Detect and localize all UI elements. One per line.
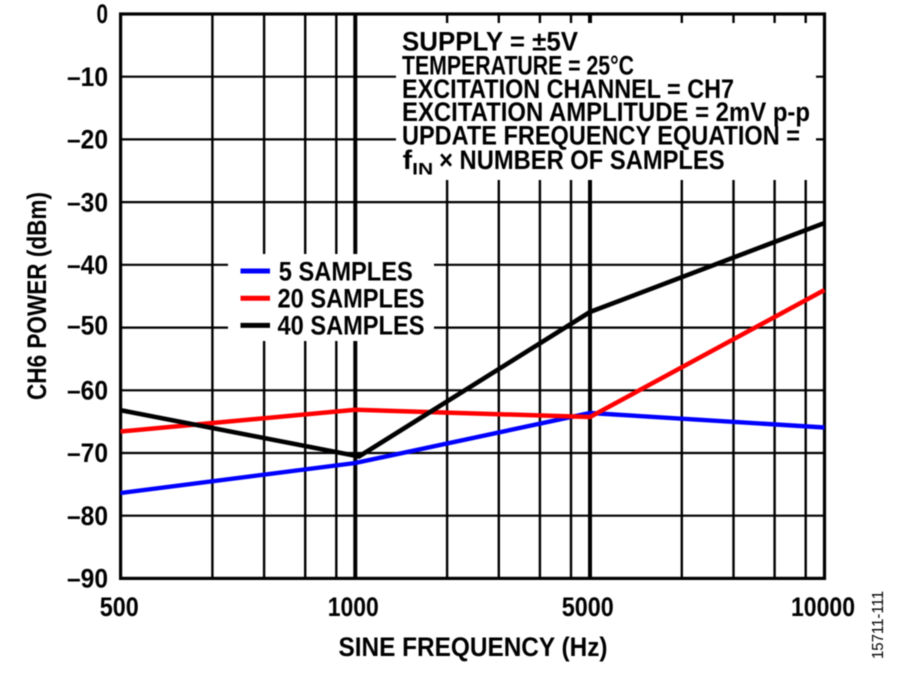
svg-text:–50: –50 (67, 310, 108, 340)
svg-text:0: 0 (97, 0, 109, 29)
svg-text:–70: –70 (67, 438, 108, 468)
svg-text:UPDATE FREQUENCY EQUATION =: UPDATE FREQUENCY EQUATION = (402, 121, 800, 151)
svg-text:–90: –90 (67, 564, 108, 594)
svg-text:–30: –30 (67, 187, 108, 217)
svg-text:EXCITATION AMPLITUDE = 2mV p-p: EXCITATION AMPLITUDE = 2mV p-p (402, 97, 810, 127)
svg-text:5 SAMPLES: 5 SAMPLES (279, 256, 413, 286)
svg-text:–20: –20 (67, 125, 108, 155)
svg-text:40 SAMPLES: 40 SAMPLES (278, 310, 425, 340)
svg-text:500: 500 (100, 592, 139, 622)
svg-text:SUPPLY = ±5V: SUPPLY = ±5V (402, 27, 578, 57)
svg-text:20 SAMPLES: 20 SAMPLES (278, 283, 425, 313)
svg-text:SINE FREQUENCY (Hz): SINE FREQUENCY (Hz) (339, 632, 608, 662)
svg-text:CH6 POWER (dBm): CH6 POWER (dBm) (22, 192, 52, 400)
svg-text:EXCITATION CHANNEL = CH7: EXCITATION CHANNEL = CH7 (402, 74, 734, 104)
svg-text:–40: –40 (67, 250, 108, 280)
svg-text:15711-111: 15711-111 (870, 591, 887, 659)
svg-text:1000: 1000 (328, 592, 379, 622)
svg-text:IN: IN (412, 159, 433, 178)
svg-text:TEMPERATURE = 25°C: TEMPERATURE = 25°C (402, 50, 634, 80)
svg-text:–80: –80 (67, 501, 108, 531)
svg-text:–10: –10 (67, 62, 108, 92)
svg-text:–60: –60 (67, 376, 108, 406)
svg-text:× NUMBER OF SAMPLES: × NUMBER OF SAMPLES (439, 145, 724, 175)
svg-text:5000: 5000 (562, 592, 614, 622)
svg-text:10000: 10000 (791, 592, 855, 622)
svg-text:f: f (403, 145, 414, 175)
